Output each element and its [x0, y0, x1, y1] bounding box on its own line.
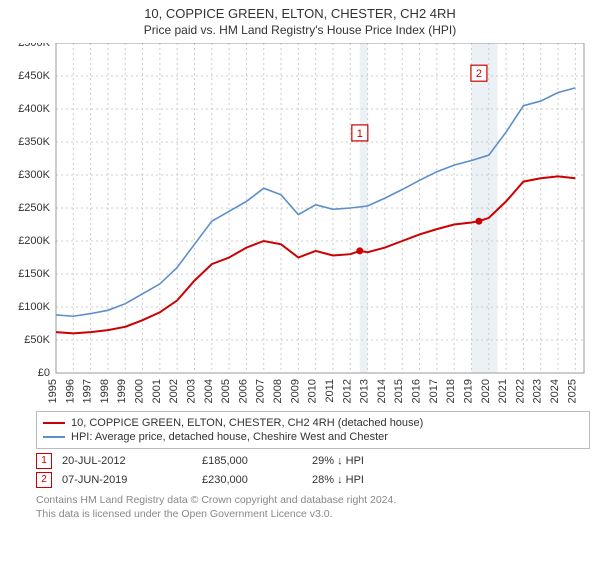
x-tick-label: 1999 [116, 379, 128, 403]
x-tick-label: 2014 [376, 379, 388, 403]
sale-marker-number: 1 [357, 128, 363, 140]
x-tick-label: 2008 [272, 379, 284, 403]
x-tick-label: 1997 [82, 379, 94, 403]
legend-swatch [43, 436, 65, 438]
x-tick-label: 2002 [168, 379, 180, 403]
y-tick-label: £0 [38, 367, 50, 379]
x-tick-label: 1995 [47, 379, 59, 403]
x-tick-label: 2021 [497, 379, 509, 403]
y-tick-label: £200K [18, 235, 50, 247]
footer-line-2: This data is licensed under the Open Gov… [36, 508, 590, 522]
legend-label: 10, COPPICE GREEN, ELTON, CHESTER, CH2 4… [71, 417, 423, 429]
x-tick-label: 2006 [237, 379, 249, 403]
x-tick-label: 2000 [134, 379, 146, 403]
x-tick-label: 2005 [220, 379, 232, 403]
chart-container: £0 £50K £100K £150K £200K £250K £300K £350K £400… [0, 43, 600, 405]
x-tick-label: 2019 [462, 379, 474, 403]
sale-row: 1 20-JUL-2012£185,00029% ↓ HPI [36, 453, 590, 469]
sale-marker-dot [475, 218, 482, 225]
x-tick-label: 2004 [203, 379, 215, 403]
sales-table: 1 20-JUL-2012£185,00029% ↓ HPI 2 07-JUN-201… [36, 453, 590, 488]
y-tick-label: £300K [18, 169, 50, 181]
x-tick-label: 2012 [341, 379, 353, 403]
sale-delta: 29% ↓ HPI [312, 455, 432, 467]
page-subtitle: Price paid vs. HM Land Registry's House … [0, 23, 600, 37]
x-tick-label: 2013 [359, 379, 371, 403]
y-tick-label: £350K [18, 136, 50, 148]
x-tick-label: 2025 [566, 379, 578, 403]
x-tick-label: 2023 [532, 379, 544, 403]
sale-price: £185,000 [202, 455, 312, 467]
x-tick-label: 2007 [255, 379, 267, 403]
sale-marker-number: 2 [476, 68, 482, 80]
sale-marker-ref: 1 [36, 453, 52, 469]
sale-date: 07-JUN-2019 [62, 474, 202, 486]
x-tick-label: 2018 [445, 379, 457, 403]
x-tick-label: 2009 [289, 379, 301, 403]
y-tick-label: £50K [24, 334, 50, 346]
x-tick-label: 2011 [324, 379, 336, 403]
legend-row: HPI: Average price, detached house, Ches… [43, 430, 583, 444]
price-chart: £0 £50K £100K £150K £200K £250K £300K £350K £400… [0, 43, 600, 405]
x-tick-label: 2016 [411, 379, 423, 403]
y-tick-label: £100K [18, 301, 50, 313]
y-tick-label: £450K [18, 70, 50, 82]
sale-marker-dot [356, 247, 363, 254]
x-tick-label: 2022 [514, 379, 526, 403]
legend-row: 10, COPPICE GREEN, ELTON, CHESTER, CH2 4… [43, 416, 583, 430]
sale-row: 2 07-JUN-2019£230,00028% ↓ HPI [36, 472, 590, 488]
x-tick-label: 1998 [99, 379, 111, 403]
footer-attribution: Contains HM Land Registry data © Crown c… [36, 494, 590, 521]
sale-price: £230,000 [202, 474, 312, 486]
legend-label: HPI: Average price, detached house, Ches… [71, 431, 388, 443]
x-tick-label: 2015 [393, 379, 405, 403]
page-title: 10, COPPICE GREEN, ELTON, CHESTER, CH2 4… [0, 6, 600, 21]
x-tick-label: 2024 [549, 379, 561, 403]
sale-delta: 28% ↓ HPI [312, 474, 432, 486]
footer-line-1: Contains HM Land Registry data © Crown c… [36, 494, 590, 508]
legend: 10, COPPICE GREEN, ELTON, CHESTER, CH2 4… [36, 411, 590, 449]
y-tick-label: £400K [18, 103, 50, 115]
x-tick-label: 2003 [185, 379, 197, 403]
x-tick-label: 2010 [307, 379, 319, 403]
sale-date: 20-JUL-2012 [62, 455, 202, 467]
y-tick-label: £250K [18, 202, 50, 214]
x-tick-label: 1996 [64, 379, 76, 403]
x-tick-label: 2017 [428, 379, 440, 403]
y-tick-label: £500K [18, 43, 50, 49]
sale-marker-ref: 2 [36, 472, 52, 488]
x-tick-label: 2020 [480, 379, 492, 403]
y-tick-label: £150K [18, 268, 50, 280]
legend-swatch [43, 422, 65, 424]
x-tick-label: 2001 [151, 379, 163, 403]
